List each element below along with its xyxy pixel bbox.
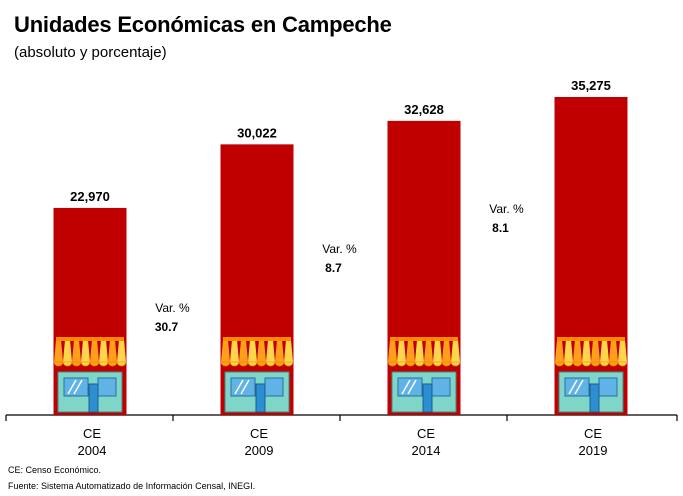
bar: [220, 144, 294, 416]
variation-label: Var. %: [155, 301, 190, 315]
variation-label: Var. %: [489, 202, 524, 216]
bar: [387, 120, 461, 415]
variation-value: 8.7: [325, 261, 342, 275]
x-tick-label: CE: [83, 426, 101, 441]
footnote-ce: CE: Censo Económico.: [8, 465, 102, 475]
chart-subtitle: (absoluto y porcentaje): [14, 44, 167, 61]
footnote-source: Fuente: Sistema Automatizado de Informac…: [8, 481, 256, 491]
x-tick-label: CE: [417, 426, 435, 441]
storefront-icon: [220, 337, 294, 413]
x-tick-label: 2019: [579, 443, 608, 458]
storefront-icon: [554, 337, 628, 413]
x-tick-label: 2004: [78, 443, 107, 458]
x-tick-label: CE: [250, 426, 268, 441]
bar-group: 32,628: [387, 102, 461, 415]
bar-value-label: 35,275: [571, 78, 611, 93]
bar-value-label: 30,022: [237, 125, 277, 140]
bar-value-label: 22,970: [70, 189, 110, 204]
x-tick-label: 2014: [412, 443, 441, 458]
bar-value-label: 32,628: [404, 102, 444, 117]
storefront-icon: [387, 337, 461, 413]
bar-group: 30,022: [220, 125, 294, 416]
x-tick-label: CE: [584, 426, 602, 441]
bar-group: 22,970: [53, 189, 127, 415]
bar-group: 35,275: [554, 78, 628, 415]
footnotes: CE: Censo Económico. Fuente: Sistema Aut…: [8, 462, 255, 494]
variation-value: 8.1: [492, 221, 509, 235]
x-tick-label: 2009: [245, 443, 274, 458]
chart-title: Unidades Económicas en Campeche: [14, 12, 392, 37]
variation-label: Var. %: [322, 242, 357, 256]
bar: [554, 97, 628, 415]
variation-value: 30.7: [155, 320, 179, 334]
storefront-icon: [53, 337, 127, 413]
